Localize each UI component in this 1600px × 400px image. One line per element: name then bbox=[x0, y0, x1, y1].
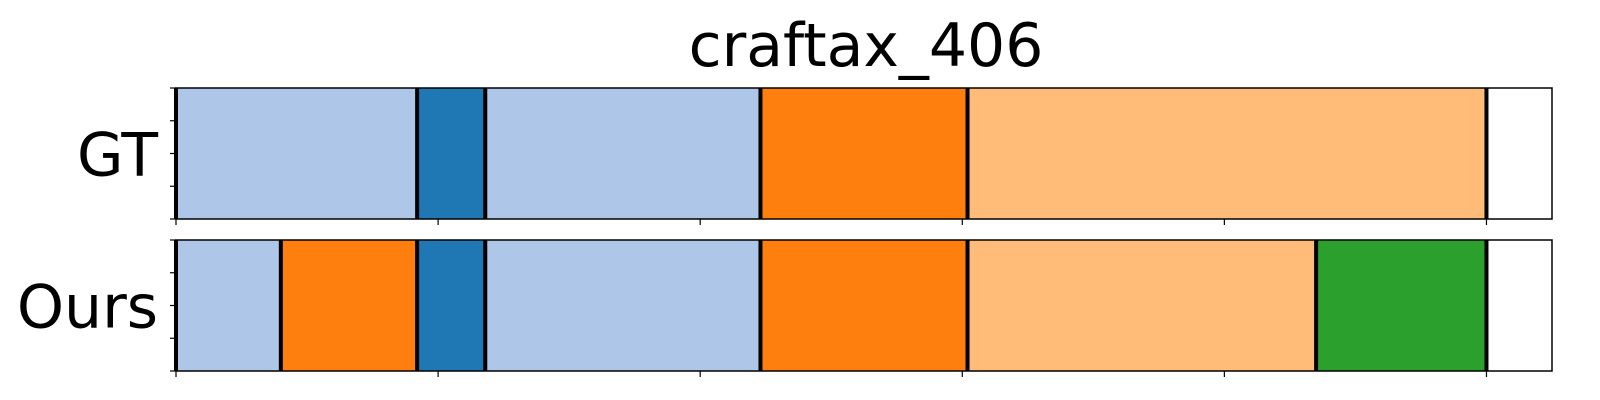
segment-gt-0 bbox=[176, 88, 418, 219]
chart-title: craftax_406 bbox=[689, 11, 1044, 81]
segment-ours-0 bbox=[176, 240, 281, 371]
segment-ours-3 bbox=[485, 240, 761, 371]
row-label-gt: GT bbox=[77, 121, 158, 191]
segment-ours-5 bbox=[967, 240, 1317, 371]
segment-gt-1 bbox=[417, 88, 486, 219]
segment-ours-1 bbox=[280, 240, 418, 371]
panel-ours: Ours bbox=[17, 239, 1553, 377]
row-label-ours: Ours bbox=[17, 273, 158, 343]
segment-ours-2 bbox=[417, 240, 486, 371]
segment-gt-4 bbox=[967, 88, 1487, 219]
segment-ours-4 bbox=[760, 240, 968, 371]
panel-gt: GT bbox=[77, 87, 1553, 225]
segment-gt-3 bbox=[760, 88, 968, 219]
segment-gt-2 bbox=[485, 88, 761, 219]
segment-ours-6 bbox=[1316, 240, 1487, 371]
panels: GT Ours bbox=[17, 87, 1553, 377]
